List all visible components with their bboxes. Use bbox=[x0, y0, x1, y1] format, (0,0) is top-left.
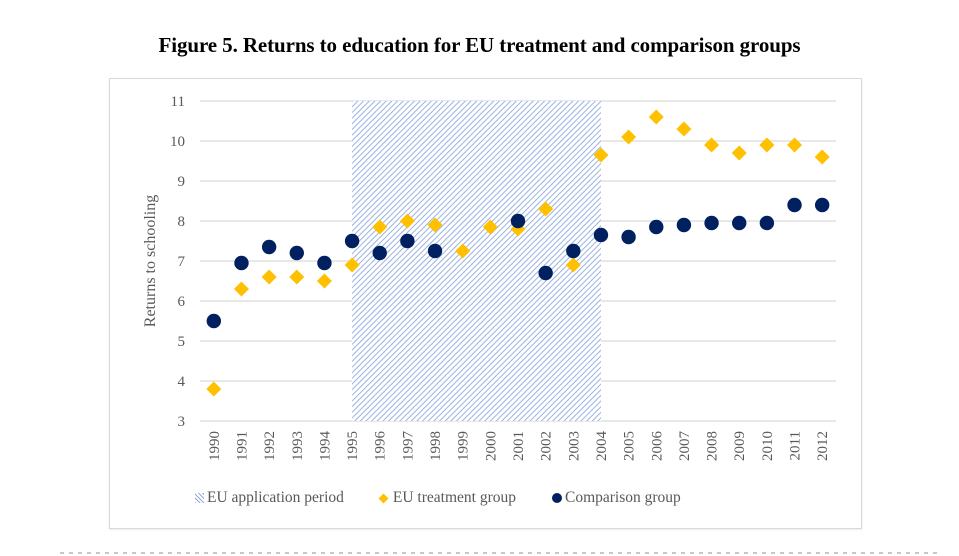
chart-legend: EU application period EU treatment group… bbox=[195, 489, 717, 507]
x-tick-label: 1999 bbox=[456, 431, 472, 461]
comparison-point bbox=[676, 217, 692, 233]
shaded-region-layer bbox=[352, 101, 601, 421]
x-tick-label: 1998 bbox=[428, 431, 444, 461]
x-tick-label: 1991 bbox=[234, 431, 250, 461]
x-tick-label: 1992 bbox=[262, 431, 278, 461]
data-series bbox=[206, 109, 830, 397]
comparison-point bbox=[344, 233, 360, 249]
x-tick-label: 2009 bbox=[732, 431, 748, 461]
comparison-point bbox=[566, 243, 581, 259]
comparison-point bbox=[289, 245, 304, 261]
x-tick-label: 1994 bbox=[317, 431, 333, 462]
comparison-point bbox=[704, 215, 719, 231]
comparison-point bbox=[372, 245, 387, 261]
treatment-point bbox=[289, 269, 305, 285]
treatment-point bbox=[648, 109, 664, 125]
comparison-point bbox=[206, 313, 222, 329]
comparison-point bbox=[621, 229, 636, 245]
y-axis-ticks: 3 4 5 6 7 8 9 10 11 bbox=[170, 94, 186, 430]
treatment-point bbox=[316, 273, 332, 289]
comparison-point bbox=[814, 197, 830, 213]
y-tick-label: 10 bbox=[170, 134, 185, 150]
treatment-point bbox=[676, 121, 692, 137]
treatment-point bbox=[233, 281, 249, 297]
x-tick-label: 2004 bbox=[594, 431, 610, 462]
comparison-point bbox=[261, 239, 277, 255]
comparison-point bbox=[427, 243, 443, 259]
treatment-point bbox=[482, 219, 498, 235]
y-tick-label: 4 bbox=[178, 374, 186, 390]
legend-label: Comparison group bbox=[564, 489, 681, 506]
treatment-point bbox=[814, 149, 830, 165]
y-tick-label: 9 bbox=[178, 174, 186, 190]
x-tick-label: 2001 bbox=[511, 431, 527, 461]
x-tick-label: 2002 bbox=[539, 431, 555, 461]
comparison-point bbox=[538, 265, 553, 281]
treatment-point bbox=[731, 145, 747, 161]
y-tick-label: 3 bbox=[178, 414, 186, 430]
y-tick-label: 5 bbox=[178, 334, 186, 350]
eu-application-period-region bbox=[352, 101, 601, 421]
x-tick-label: 2012 bbox=[815, 431, 831, 461]
x-tick-label: 1995 bbox=[345, 431, 361, 461]
y-tick-label: 11 bbox=[171, 94, 185, 110]
treatment-point bbox=[427, 217, 443, 233]
comparison-point bbox=[759, 215, 775, 231]
treatment-point bbox=[704, 137, 720, 153]
comparison-point bbox=[732, 215, 747, 231]
y-axis-label: Returns to schooling bbox=[142, 195, 159, 327]
x-tick-label: 1997 bbox=[400, 431, 416, 462]
legend-label: EU application period bbox=[207, 489, 344, 506]
treatment-point bbox=[344, 257, 360, 273]
x-tick-label: 1993 bbox=[290, 431, 306, 461]
comparison-point bbox=[400, 233, 415, 249]
legend-item-comparison-group: Comparison group bbox=[551, 489, 681, 507]
comparison-point bbox=[510, 213, 526, 229]
treatment-point bbox=[455, 243, 471, 259]
treatment-point bbox=[206, 381, 222, 397]
x-tick-label: 2010 bbox=[760, 431, 776, 461]
treatment-point bbox=[593, 147, 609, 163]
x-tick-label: 2005 bbox=[622, 431, 638, 461]
treatment-point bbox=[261, 269, 277, 285]
x-tick-label: 1990 bbox=[207, 431, 223, 461]
treatment-point bbox=[399, 213, 415, 229]
treatment-point bbox=[759, 137, 775, 153]
treatment-point bbox=[565, 257, 581, 273]
x-tick-label: 2003 bbox=[566, 431, 582, 461]
legend-label: EU treatment group bbox=[392, 489, 516, 506]
treatment-point bbox=[787, 137, 803, 153]
x-tick-label: 2011 bbox=[788, 431, 804, 460]
comparison-point bbox=[234, 255, 249, 271]
x-tick-label: 2000 bbox=[483, 431, 499, 461]
x-tick-label: 1996 bbox=[373, 431, 389, 462]
y-tick-label: 7 bbox=[178, 254, 186, 270]
series-eu-treatment-group bbox=[206, 109, 830, 397]
y-tick-label: 8 bbox=[178, 214, 186, 230]
comparison-point bbox=[593, 227, 609, 243]
legend-item-treatment-group: EU treatment group bbox=[378, 489, 516, 507]
legend-item-application-period: EU application period bbox=[195, 489, 344, 507]
comparison-point bbox=[317, 255, 332, 271]
x-tick-label: 2007 bbox=[677, 431, 693, 462]
series-comparison-group bbox=[206, 197, 830, 329]
hatch-swatch-icon bbox=[195, 493, 204, 503]
treatment-point bbox=[621, 129, 637, 145]
y-tick-label: 6 bbox=[178, 294, 186, 310]
x-axis-ticks: 1990 1991 1992 1993 1994 1995 1996 1997 1998 1999… bbox=[207, 431, 831, 462]
comparison-point bbox=[787, 197, 802, 213]
treatment-point bbox=[538, 201, 554, 217]
comparison-point bbox=[649, 219, 664, 235]
x-tick-label: 2006 bbox=[649, 431, 665, 462]
cut-off-caption-text bbox=[60, 548, 940, 556]
treatment-point bbox=[372, 219, 388, 235]
diamond-marker-icon bbox=[378, 493, 389, 503]
x-tick-label: 2008 bbox=[705, 431, 721, 461]
circle-marker-icon bbox=[551, 493, 562, 503]
figure-title: Figure 5. Returns to education for EU tr… bbox=[158, 33, 801, 57]
